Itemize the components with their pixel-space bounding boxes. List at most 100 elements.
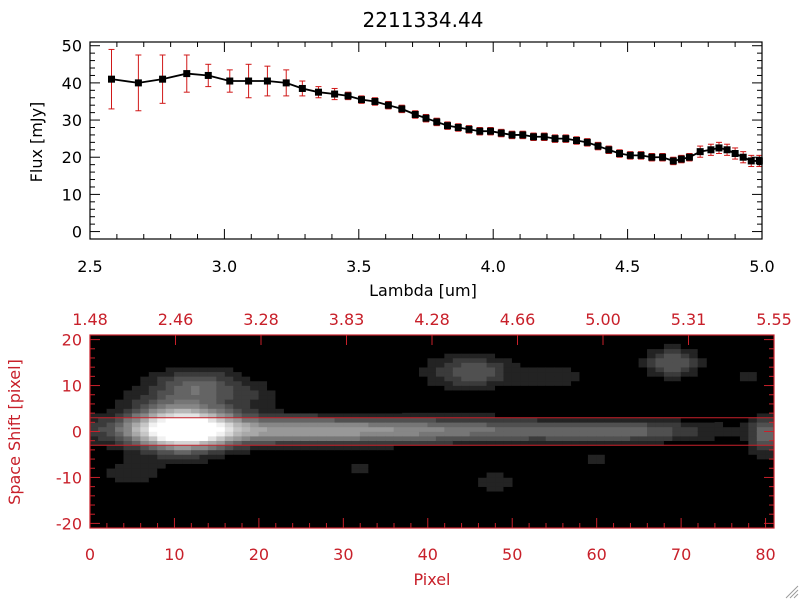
resize-grip-icon[interactable] xyxy=(785,585,799,599)
image-pixel xyxy=(224,422,234,428)
image-pixel xyxy=(520,444,530,451)
image-pixel xyxy=(241,435,251,441)
image-pixel xyxy=(343,426,353,432)
image-pixel xyxy=(267,380,277,386)
image-pixel xyxy=(250,399,260,405)
image-pixel xyxy=(267,435,277,441)
image-pixel xyxy=(511,376,521,382)
image-pixel xyxy=(579,422,589,428)
image-pixel xyxy=(520,440,530,446)
image-pixel xyxy=(106,463,116,469)
data-point xyxy=(626,151,634,159)
image-pixel xyxy=(283,408,293,414)
image-pixel xyxy=(326,500,336,506)
image-pixel xyxy=(503,412,513,419)
image-pixel xyxy=(478,376,488,382)
image-pixel xyxy=(233,376,243,382)
image-pixel xyxy=(419,422,429,428)
image-pixel xyxy=(140,376,150,382)
image-pixel xyxy=(199,408,209,414)
image-pixel xyxy=(714,431,724,437)
image-pixel xyxy=(689,343,699,350)
image-pixel xyxy=(689,422,699,428)
image-pixel xyxy=(207,454,217,460)
image-pixel xyxy=(647,362,657,368)
image-pixel xyxy=(520,422,530,428)
image-pixel xyxy=(157,472,167,478)
image-pixel xyxy=(376,412,386,419)
image-pixel xyxy=(250,422,260,428)
image-pixel xyxy=(216,435,226,441)
image-pixel xyxy=(630,422,640,428)
image-pixel xyxy=(385,426,395,432)
x-axis-label: Lambda [um] xyxy=(369,281,477,300)
image-pixel xyxy=(739,417,749,423)
image-pixel xyxy=(174,444,184,451)
image-pixel xyxy=(495,472,505,478)
image-pixel xyxy=(697,353,707,359)
image-pixel xyxy=(241,431,251,437)
image-pixel xyxy=(148,431,158,437)
image-pixel xyxy=(275,399,285,405)
image-pixel xyxy=(174,422,184,428)
image-pixel xyxy=(630,440,640,446)
image-pixel xyxy=(444,357,454,363)
image-pixel xyxy=(520,362,530,368)
data-point xyxy=(551,135,559,143)
x-tick-label: 3.5 xyxy=(346,257,371,276)
image-pixel xyxy=(165,435,175,441)
image-pixel xyxy=(655,348,665,354)
image-pixel xyxy=(224,385,234,391)
image-pixel xyxy=(250,371,260,377)
image-pixel xyxy=(604,435,614,441)
image-pixel xyxy=(613,435,623,441)
wavelength-tick-label: 3.83 xyxy=(329,310,365,329)
image-pixel xyxy=(444,371,454,377)
image-pixel xyxy=(604,440,614,446)
x-tick-label: 5.0 xyxy=(749,257,774,276)
image-pixel xyxy=(351,467,361,474)
image-pixel xyxy=(300,426,310,432)
image-pixel xyxy=(469,435,479,441)
image-pixel xyxy=(106,426,116,432)
image-pixel xyxy=(241,380,251,386)
image-pixel xyxy=(655,353,665,359)
image-pixel xyxy=(419,357,429,363)
image-pixel xyxy=(233,389,243,396)
image-pixel xyxy=(123,435,133,441)
image-pixel xyxy=(545,422,555,428)
image-pixel xyxy=(106,472,116,478)
data-point xyxy=(411,110,419,118)
image-pixel xyxy=(486,431,496,437)
image-pixel xyxy=(385,412,395,419)
image-pixel xyxy=(511,431,521,437)
image-pixel xyxy=(148,412,158,419)
image-pixel xyxy=(562,385,572,391)
image-pixel xyxy=(174,380,184,386)
image-pixel xyxy=(309,504,319,510)
wavelength-tick-label: 5.31 xyxy=(671,310,707,329)
image-pixel xyxy=(723,422,733,428)
image-pixel xyxy=(461,422,471,428)
image-pixel xyxy=(182,380,192,386)
image-pixel xyxy=(140,463,150,469)
image-pixel xyxy=(233,380,243,386)
image-pixel xyxy=(199,422,209,428)
image-pixel xyxy=(587,412,597,419)
image-pixel xyxy=(165,389,175,396)
image-pixel xyxy=(393,422,403,428)
image-pixel xyxy=(765,426,775,432)
image-pixel xyxy=(157,389,167,396)
image-pixel xyxy=(191,394,201,400)
image-pixel xyxy=(486,366,496,373)
image-pixel xyxy=(148,399,158,405)
image-pixel xyxy=(351,435,361,441)
image-pixel xyxy=(579,417,589,423)
image-pixel xyxy=(503,366,513,373)
data-point xyxy=(204,71,212,79)
image-pixel xyxy=(174,403,184,409)
image-pixel xyxy=(435,426,445,432)
image-pixel xyxy=(241,371,251,377)
image-pixel xyxy=(469,412,479,419)
image-pixel xyxy=(478,348,488,354)
